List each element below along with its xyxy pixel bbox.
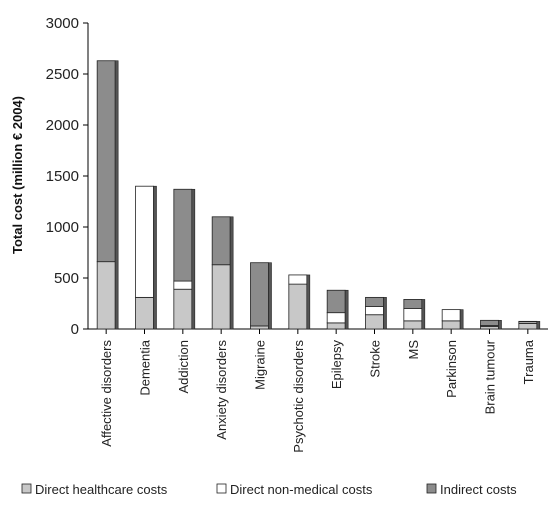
legend: Direct healthcare costs Direct non-medica… bbox=[21, 482, 517, 497]
bar-segment-direct-healthcare-costs bbox=[441, 320, 461, 330]
category-label: Stroke bbox=[368, 340, 383, 378]
legend-swatch bbox=[426, 483, 437, 494]
category-label: Anxiety disorders bbox=[214, 340, 229, 440]
bar-segment-direct-healthcare-costs bbox=[135, 296, 154, 330]
category-label: MS bbox=[406, 340, 421, 360]
bar-side-face bbox=[536, 321, 541, 330]
y-tick-label: 3000 bbox=[46, 15, 79, 32]
category-label: Psychotic disorders bbox=[291, 340, 306, 453]
y-tick-label: 1000 bbox=[46, 219, 79, 236]
y-tick-label: 500 bbox=[54, 270, 79, 287]
bar-segment-direct-healthcare-costs bbox=[365, 314, 384, 330]
axes: 0 500 1000 1500 2000 2500 3000 bbox=[46, 15, 548, 338]
category-label: Trauma bbox=[521, 339, 536, 384]
y-axis-title: Total cost (million € 2004) bbox=[10, 96, 25, 254]
bar-segment-indirect-costs bbox=[173, 188, 193, 282]
legend-label: Direct non-medical costs bbox=[230, 482, 373, 497]
bar-segment-direct-healthcare-costs bbox=[518, 322, 538, 330]
bar-segment-indirect-costs bbox=[250, 262, 269, 327]
bar-side-face bbox=[421, 299, 426, 330]
bar-segment-indirect-costs bbox=[480, 319, 499, 326]
bar-segment-direct-non-medical-costs bbox=[288, 274, 308, 285]
legend-swatch bbox=[21, 483, 32, 494]
bar-segment-direct-non-medical-costs bbox=[326, 312, 346, 324]
y-tick-label: 0 bbox=[71, 321, 79, 338]
category-label: Affective disorders bbox=[99, 340, 114, 447]
bar-segment-direct-healthcare-costs bbox=[96, 261, 116, 330]
bar-side-face bbox=[306, 274, 311, 330]
bar-side-face bbox=[498, 320, 502, 330]
bars bbox=[96, 60, 541, 330]
bar-segment-indirect-costs bbox=[403, 299, 423, 310]
bar-segment-indirect-costs bbox=[365, 296, 384, 307]
bar-segment-direct-healthcare-costs bbox=[403, 320, 423, 330]
bar-side-face bbox=[229, 216, 234, 330]
bar-segment-direct-healthcare-costs bbox=[250, 325, 269, 330]
bar-segment-direct-non-medical-costs bbox=[365, 306, 384, 316]
bar-side-face bbox=[344, 289, 349, 330]
bar-segment-indirect-costs bbox=[211, 216, 231, 266]
category-label: Epilepsy bbox=[329, 340, 344, 390]
bar-side-face bbox=[459, 309, 464, 330]
bar-side-face bbox=[383, 297, 387, 330]
bar-segment-indirect-costs bbox=[518, 320, 538, 323]
y-tick-label: 1500 bbox=[46, 168, 79, 185]
bar-segment-direct-healthcare-costs bbox=[211, 264, 231, 330]
bar-side-face bbox=[114, 60, 119, 330]
legend-label: Direct healthcare costs bbox=[35, 482, 168, 497]
bar-segment-indirect-costs bbox=[96, 60, 116, 263]
bar-side-face bbox=[268, 262, 272, 330]
legend-swatch bbox=[216, 483, 227, 494]
bar-segment-direct-healthcare-costs bbox=[288, 283, 308, 330]
bar-side-face bbox=[191, 188, 196, 330]
bar-segment-direct-healthcare-costs bbox=[326, 322, 346, 330]
bar-segment-direct-non-medical-costs bbox=[135, 185, 154, 298]
bar-segment-direct-non-medical-costs bbox=[403, 308, 423, 322]
category-label: Migraine bbox=[253, 340, 268, 390]
category-label: Parkinson bbox=[444, 340, 459, 398]
bar-segment-indirect-costs bbox=[326, 289, 346, 314]
category-label: Addiction bbox=[176, 340, 191, 393]
bar-segment-direct-non-medical-costs bbox=[441, 309, 461, 322]
legend-label: Indirect costs bbox=[440, 482, 517, 497]
category-label: Dementia bbox=[138, 339, 153, 395]
y-tick-label: 2000 bbox=[46, 117, 79, 134]
bar-segment-direct-non-medical-costs bbox=[173, 280, 193, 290]
category-label: Brain tumour bbox=[483, 339, 498, 414]
category-labels: Affective disorders Dementia Addiction Anxi… bbox=[99, 339, 536, 452]
bar-segment-direct-healthcare-costs bbox=[173, 288, 193, 330]
y-tick-label: 2500 bbox=[46, 66, 79, 83]
bar-side-face bbox=[153, 185, 157, 330]
